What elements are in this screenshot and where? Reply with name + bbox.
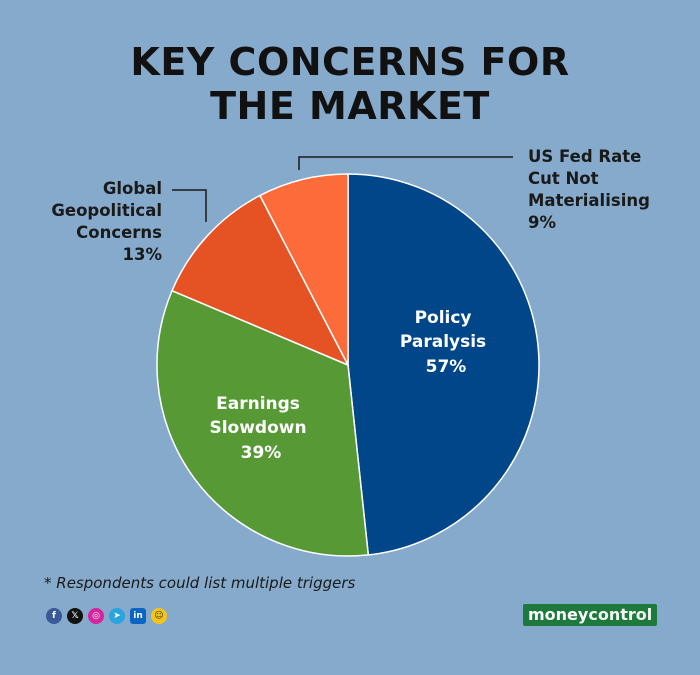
slice-us-fed-rate (258, 173, 349, 366)
policy-label-line1: Policy (415, 308, 472, 328)
brand-part1: money (528, 605, 589, 624)
slice-label-policy: Policy Paralysis 57% (400, 308, 492, 377)
instagram-icon[interactable]: ◎ (88, 608, 104, 624)
global-label-line1: Global (102, 179, 162, 198)
policy-label-line2: Paralysis (400, 332, 486, 352)
moneycontrol-logo: moneycontrol (523, 604, 658, 626)
fed-label-line1: US Fed Rate (528, 147, 642, 166)
slice-global-geopolitical (171, 194, 350, 367)
global-label-line3: Concerns (76, 223, 162, 242)
leader-line-fed (298, 156, 513, 170)
label-global: Global Geopolitical Concerns 13% (51, 178, 162, 266)
chart-title: KEY CONCERNS FOR THE MARKET (0, 40, 700, 128)
leader-line-global (172, 189, 207, 222)
fed-label-value: 9% (528, 213, 557, 232)
policy-label-value: 57% (426, 357, 467, 377)
slice-label-earnings: Earnings Slowdown 39% (209, 394, 312, 463)
global-label-value: 13% (122, 245, 163, 264)
title-line-1: KEY CONCERNS FOR (130, 40, 570, 84)
facebook-icon[interactable]: f (46, 608, 62, 624)
footnote: * Respondents could list multiple trigge… (44, 574, 356, 592)
slice-earnings-slowdown (156, 289, 370, 557)
x-icon[interactable]: 𝕏 (67, 608, 83, 624)
earnings-label-value: 39% (241, 443, 282, 463)
social-icons: f 𝕏 ◎ ➤ in ☺ (46, 608, 167, 624)
slice-policy-paralysis (347, 173, 540, 556)
linkedin-icon[interactable]: in (130, 608, 146, 624)
earnings-label-line2: Slowdown (209, 418, 306, 438)
brand-part2: control (588, 605, 653, 624)
telegram-icon[interactable]: ➤ (109, 608, 125, 624)
fed-label-line2: Cut Not (528, 169, 599, 188)
title-line-2: THE MARKET (210, 84, 490, 128)
label-fed: US Fed Rate Cut Not Materialising 9% (528, 146, 650, 234)
fed-label-line3: Materialising (528, 191, 650, 210)
snapchat-icon[interactable]: ☺ (151, 608, 167, 624)
global-label-line2: Geopolitical (51, 201, 162, 220)
pie-slices (156, 173, 540, 557)
earnings-label-line1: Earnings (216, 394, 300, 414)
